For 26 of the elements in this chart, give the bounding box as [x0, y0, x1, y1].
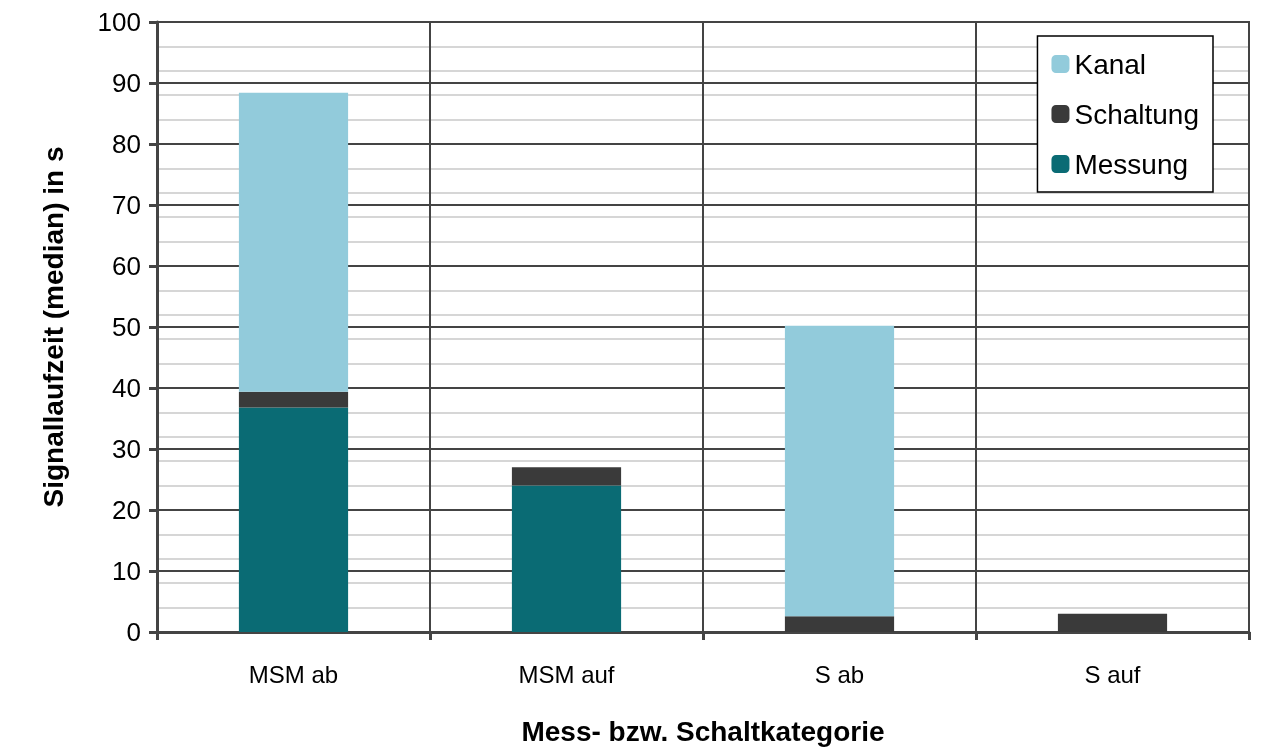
bar: [511, 467, 622, 486]
bar: [511, 485, 622, 632]
y-tick-label: 80: [112, 129, 141, 159]
y-tick-label: 70: [112, 190, 141, 220]
y-tick-label: 20: [112, 495, 141, 525]
y-tick-label: 40: [112, 373, 141, 403]
x-tick-label: MSM auf: [518, 660, 615, 688]
y-tick-label: 60: [112, 251, 141, 281]
x-tick-label: S auf: [1084, 660, 1141, 688]
bar: [238, 92, 349, 392]
y-tick-label: 30: [112, 434, 141, 464]
legend-label: Schaltung: [1074, 98, 1200, 130]
x-tick-label: MSM ab: [248, 660, 339, 688]
bar: [784, 325, 895, 617]
y-tick-label: 90: [112, 68, 141, 98]
bar: [238, 391, 349, 408]
y-tick-label: 10: [112, 556, 141, 586]
legend-label: Messung: [1074, 148, 1189, 180]
y-tick-label: 0: [126, 617, 141, 647]
bar: [238, 407, 349, 632]
y-axis-title: Signallaufzeit (median) in s: [37, 146, 69, 508]
y-tick-label: 100: [97, 7, 141, 37]
x-tick-label: S ab: [814, 660, 865, 688]
x-axis-title: Mess- bzw. Schaltkategorie: [521, 715, 885, 747]
y-tick-label: 50: [112, 312, 141, 342]
legend-label: Kanal: [1074, 48, 1147, 80]
